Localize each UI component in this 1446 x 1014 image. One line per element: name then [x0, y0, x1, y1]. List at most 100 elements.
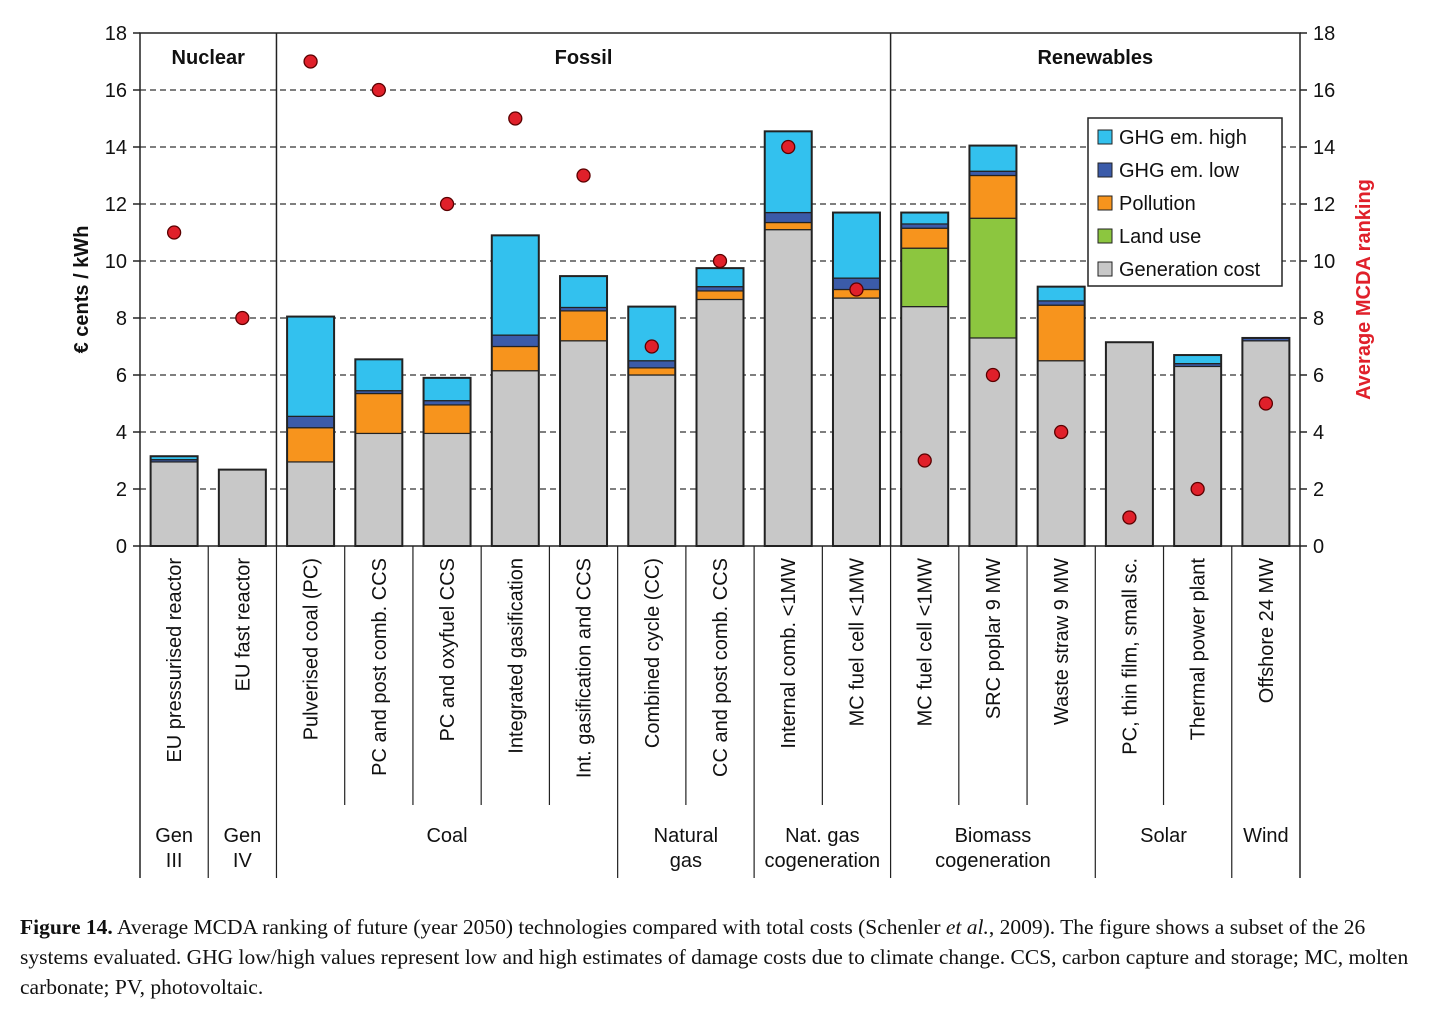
ranking-point	[644, 339, 659, 354]
bar-segment	[286, 427, 335, 463]
bar-segment	[764, 221, 813, 231]
ranking-point	[1190, 481, 1205, 497]
left-tick-label: 14	[105, 137, 127, 159]
caption-label: Figure 14.	[20, 915, 113, 939]
bar-segment	[900, 227, 949, 249]
figure-caption: Figure 14. Average MCDA ranking of futur…	[20, 912, 1430, 1002]
ranking-point	[1122, 510, 1137, 525]
bar-segment	[764, 211, 813, 224]
bar-segment	[900, 223, 949, 229]
group-label-line2: IV	[233, 850, 253, 872]
caption-italic: et al.	[945, 915, 989, 939]
left-tick-label: 10	[105, 251, 127, 273]
legend-label: Pollution	[1119, 193, 1196, 215]
group-label-line2: cogeneration	[765, 850, 881, 872]
bar-segment	[1037, 300, 1086, 306]
bar-segment	[1241, 340, 1290, 547]
category-label: MC fuel cell <1MW	[915, 558, 937, 726]
category-labels: EU pressurised reactor EU fast reactor Pul…	[155, 558, 1288, 872]
category-label: Integrated gasification	[505, 558, 527, 754]
bar-segment	[832, 211, 881, 279]
bar-segment	[286, 315, 335, 417]
legend-swatch	[1097, 261, 1113, 277]
bar-segment	[286, 415, 335, 429]
y-axis-label-left: € cents / kWh	[71, 226, 93, 354]
caption-text-a: Average MCDA ranking of future (year 205…	[112, 915, 946, 939]
bar-segment	[968, 170, 1018, 177]
left-tick-label: 8	[116, 308, 127, 330]
group-label-line1: Wind	[1243, 825, 1289, 847]
bar-segment	[1173, 365, 1222, 547]
right-tick-label: 18	[1313, 23, 1335, 45]
right-tick-label: 0	[1313, 536, 1324, 558]
group-label-line2: III	[166, 850, 183, 872]
bar-segment	[354, 392, 403, 435]
category-label: Pulverised coal (PC)	[301, 558, 323, 740]
caption-text-b: , 2009). The figure shows a subset of th…	[20, 915, 1409, 999]
left-tick-label: 2	[116, 479, 127, 501]
bar-segment	[286, 461, 335, 547]
bar-segment	[491, 345, 540, 372]
group-label-line2: cogeneration	[935, 850, 1051, 872]
bar-segment	[218, 469, 267, 547]
bar-segment	[559, 310, 608, 342]
ranking-point	[166, 225, 182, 240]
category-label: CC and post comb. CCS	[710, 558, 732, 777]
ranking-point	[371, 82, 386, 98]
legend-label: GHG em. low	[1119, 160, 1240, 182]
legend: GHG em. high GHG em. low Pollution Land use…	[1087, 117, 1283, 287]
right-tick-label: 6	[1313, 365, 1324, 387]
ranking-point	[439, 196, 455, 212]
right-tick-label: 4	[1313, 422, 1324, 444]
category-label: PC and oxyfuel CCS	[437, 558, 459, 741]
group-label-line1: Biomass	[955, 825, 1032, 847]
group-label-line1: Natural	[654, 825, 718, 847]
bar-segment	[900, 247, 949, 308]
category-label: PC, thin film, small sc.	[1119, 558, 1141, 755]
legend-swatch	[1097, 162, 1113, 178]
group-label-line2: gas	[670, 850, 702, 872]
ranking-point	[1258, 396, 1274, 411]
ranking-point	[576, 168, 591, 183]
bar-segment	[1173, 354, 1222, 365]
bar-segment	[968, 174, 1018, 219]
mcda-cost-chart: Nuclear Fossil Renewables 0 0 2 2 4 4 6 6 8 8 10 10 12…	[71, 23, 1375, 878]
left-tick-label: 12	[105, 194, 127, 216]
ranking-point	[303, 54, 318, 69]
left-tick-label: 6	[116, 365, 127, 387]
plot-border	[139, 32, 1301, 547]
category-label: MC fuel cell <1MW	[846, 558, 868, 726]
category-label: SRC poplar 9 MW	[983, 558, 1005, 719]
legend-box	[1087, 117, 1283, 287]
category-label: Int. gasification and CCS	[574, 558, 596, 778]
bar-segment	[354, 432, 403, 547]
bar-segment	[695, 267, 745, 288]
ranking-point	[917, 453, 932, 468]
bar-segment	[1037, 360, 1086, 547]
bar-segment	[627, 374, 676, 547]
bar-segment	[491, 234, 540, 336]
ranking-point	[849, 282, 864, 297]
legend-swatch	[1097, 228, 1113, 244]
category-label: Offshore 24 MW	[1256, 558, 1278, 703]
bar-segment	[968, 217, 1018, 339]
y-axis-label-right: Average MCDA ranking	[1353, 179, 1375, 400]
right-tick-label: 14	[1313, 137, 1335, 159]
section-title: Nuclear	[172, 47, 246, 69]
group-label-line1: Nat. gas	[785, 825, 859, 847]
left-tick-label: 4	[116, 422, 127, 444]
bar-segment	[422, 404, 472, 435]
legend-label: Generation cost	[1119, 259, 1261, 281]
bar-segment	[1037, 304, 1086, 362]
bar-segment	[695, 286, 745, 292]
group-label-line1: Gen	[155, 825, 193, 847]
bar-segment	[422, 377, 472, 402]
left-tick-label: 18	[105, 23, 127, 45]
ranking-point	[1054, 424, 1069, 440]
legend-label: Land use	[1119, 226, 1201, 248]
right-tick-label: 10	[1313, 251, 1335, 273]
bar-segment	[1037, 286, 1086, 302]
ranking-point	[985, 367, 1001, 383]
group-label-line1: Coal	[426, 825, 467, 847]
section-title: Fossil	[555, 47, 613, 69]
